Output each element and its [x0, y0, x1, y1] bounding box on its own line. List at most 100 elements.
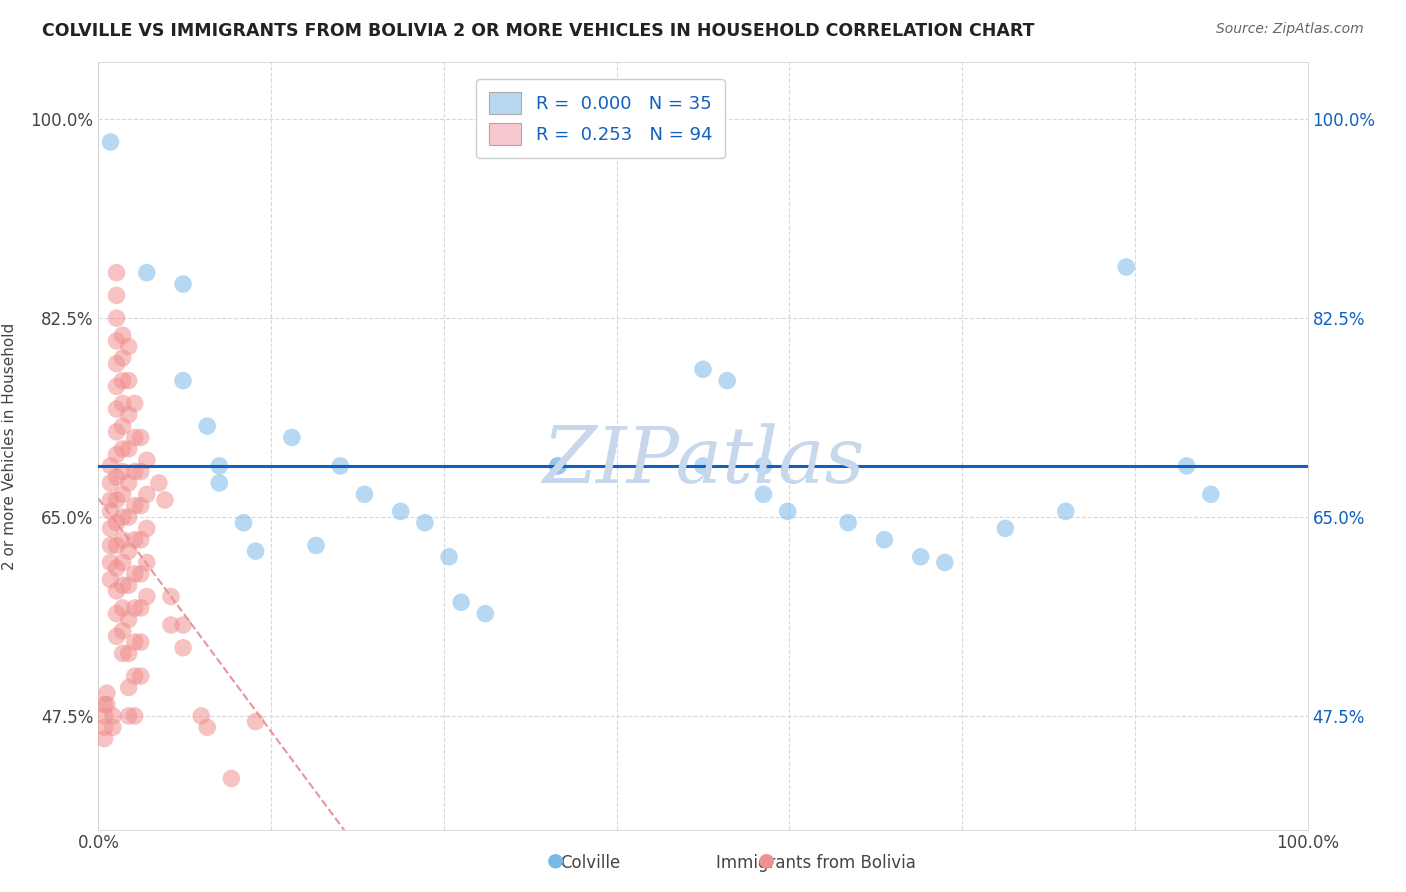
Point — [172, 618, 194, 632]
Point — [111, 442, 134, 456]
Point — [450, 595, 472, 609]
Point — [135, 487, 157, 501]
Point — [105, 629, 128, 643]
Point — [281, 430, 304, 444]
Point — [129, 465, 152, 479]
Point — [129, 533, 152, 547]
Point — [135, 590, 157, 604]
Point — [100, 458, 122, 473]
Point — [413, 516, 436, 530]
Point — [105, 448, 128, 462]
Point — [105, 334, 128, 348]
Point — [135, 556, 157, 570]
Point — [118, 408, 141, 422]
Text: ●: ● — [758, 851, 775, 870]
Point — [195, 419, 218, 434]
Point — [111, 624, 134, 638]
Point — [190, 709, 212, 723]
Point — [221, 772, 243, 786]
Point — [111, 351, 134, 365]
Point — [172, 277, 194, 291]
Text: Source: ZipAtlas.com: Source: ZipAtlas.com — [1216, 22, 1364, 37]
Point — [752, 487, 775, 501]
Point — [111, 556, 134, 570]
Point — [329, 458, 352, 473]
Point — [934, 556, 956, 570]
Point — [105, 538, 128, 552]
Point — [101, 709, 124, 723]
Point — [135, 453, 157, 467]
Point — [474, 607, 496, 621]
Point — [129, 566, 152, 581]
Point — [118, 681, 141, 695]
Point — [160, 618, 183, 632]
Point — [100, 538, 122, 552]
Point — [124, 465, 146, 479]
Point — [93, 709, 115, 723]
Point — [105, 357, 128, 371]
Point — [208, 475, 231, 490]
Text: ZIPatlas: ZIPatlas — [541, 423, 865, 500]
Point — [389, 504, 412, 518]
Point — [111, 419, 134, 434]
Point — [111, 328, 134, 343]
Point — [172, 640, 194, 655]
Point — [111, 533, 134, 547]
Point — [105, 425, 128, 439]
Point — [105, 470, 128, 484]
Point — [111, 601, 134, 615]
Point — [129, 669, 152, 683]
Text: COLVILLE VS IMMIGRANTS FROM BOLIVIA 2 OR MORE VEHICLES IN HOUSEHOLD CORRELATION : COLVILLE VS IMMIGRANTS FROM BOLIVIA 2 OR… — [42, 22, 1035, 40]
Legend: R =  0.000   N = 35, R =  0.253   N = 94: R = 0.000 N = 35, R = 0.253 N = 94 — [477, 79, 725, 158]
Point — [118, 544, 141, 558]
Point — [160, 590, 183, 604]
Point — [305, 538, 328, 552]
Point — [118, 612, 141, 626]
Point — [716, 374, 738, 388]
Point — [105, 493, 128, 508]
Point — [100, 573, 122, 587]
Point — [100, 521, 122, 535]
Point — [1199, 487, 1222, 501]
Point — [994, 521, 1017, 535]
Point — [129, 635, 152, 649]
Point — [124, 396, 146, 410]
Point — [692, 362, 714, 376]
Point — [105, 607, 128, 621]
Point — [129, 601, 152, 615]
Text: ●: ● — [547, 851, 564, 870]
Point — [105, 561, 128, 575]
Point — [124, 533, 146, 547]
Point — [124, 709, 146, 723]
Point — [437, 549, 460, 564]
Point — [111, 647, 134, 661]
Point — [111, 374, 134, 388]
Point — [692, 458, 714, 473]
Point — [873, 533, 896, 547]
Point — [124, 669, 146, 683]
Point — [111, 465, 134, 479]
Point — [232, 516, 254, 530]
Point — [111, 510, 134, 524]
Text: Colville: Colville — [561, 855, 620, 872]
Point — [96, 698, 118, 712]
Point — [105, 379, 128, 393]
Point — [124, 635, 146, 649]
Point — [105, 583, 128, 598]
Point — [100, 556, 122, 570]
Point — [93, 731, 115, 746]
Point — [118, 578, 141, 592]
Point — [111, 578, 134, 592]
Point — [172, 374, 194, 388]
Point — [100, 135, 122, 149]
Point — [105, 402, 128, 417]
Point — [105, 266, 128, 280]
Point — [153, 493, 176, 508]
Point — [105, 516, 128, 530]
Point — [752, 458, 775, 473]
Point — [111, 396, 134, 410]
Point — [148, 475, 170, 490]
Point — [135, 521, 157, 535]
Point — [100, 493, 122, 508]
Point — [245, 714, 267, 729]
